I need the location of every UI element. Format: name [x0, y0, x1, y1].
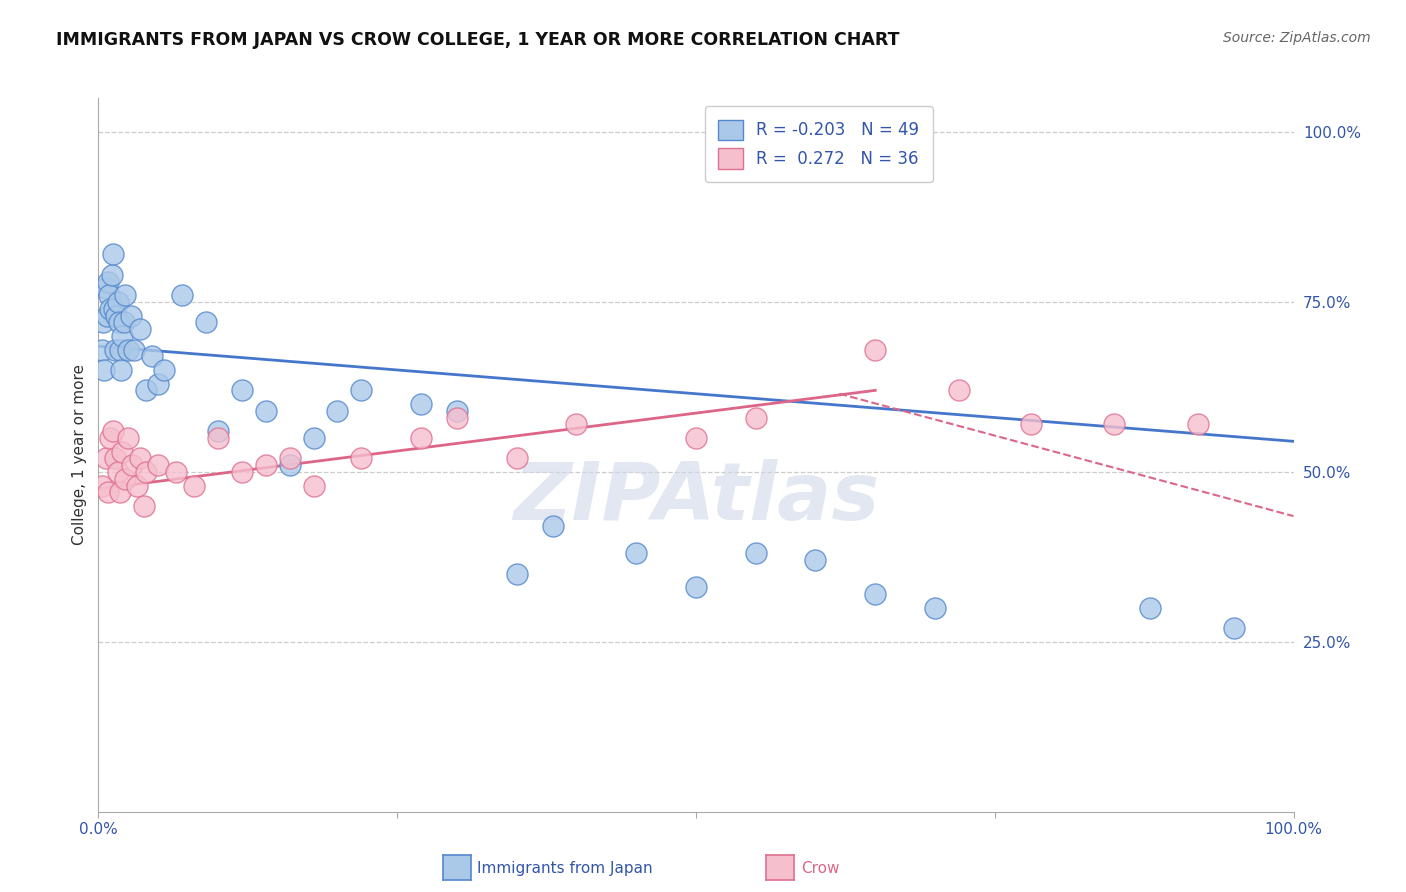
Point [135, 384, 157, 398]
Point [685, 431, 707, 445]
Text: Source: ZipAtlas.com: Source: ZipAtlas.com [1223, 31, 1371, 45]
Point [278, 458, 301, 472]
Point [685, 581, 707, 595]
Point [863, 343, 887, 357]
Point [153, 363, 176, 377]
Point [104, 343, 127, 357]
Point [98, 431, 122, 445]
Point [91, 315, 114, 329]
Point [148, 376, 170, 391]
Point [94, 451, 117, 466]
Point [110, 363, 132, 377]
Point [103, 301, 125, 316]
Point [924, 600, 946, 615]
Point [350, 451, 373, 466]
Y-axis label: College, 1 year or more: College, 1 year or more [72, 365, 87, 545]
Point [207, 431, 229, 445]
Point [350, 384, 373, 398]
Point [231, 384, 253, 398]
Point [1187, 417, 1209, 432]
Point [446, 410, 468, 425]
Point [207, 424, 229, 438]
Point [1019, 417, 1042, 432]
Point [91, 343, 114, 357]
Point [121, 458, 143, 472]
Point [124, 343, 146, 357]
Point [804, 553, 827, 567]
Point [107, 295, 129, 310]
Point [125, 478, 148, 492]
Point [117, 431, 139, 445]
Point [626, 546, 648, 560]
Point [108, 343, 131, 357]
Point [91, 478, 114, 492]
Point [96, 309, 118, 323]
Legend: R = -0.203   N = 49, R =  0.272   N = 36: R = -0.203 N = 49, R = 0.272 N = 36 [704, 106, 932, 182]
Point [326, 403, 349, 417]
Point [863, 587, 887, 601]
Point [254, 403, 277, 417]
Point [565, 417, 588, 432]
Point [100, 268, 122, 282]
Point [411, 431, 433, 445]
Point [114, 472, 136, 486]
Point [98, 288, 121, 302]
Point [112, 315, 135, 329]
Point [104, 451, 127, 466]
Point [129, 322, 152, 336]
Point [745, 410, 768, 425]
Point [93, 363, 115, 377]
Point [97, 275, 120, 289]
Point [411, 397, 433, 411]
Point [506, 451, 529, 466]
Point [506, 566, 529, 581]
Text: Crow: Crow [801, 862, 839, 876]
Point [302, 478, 325, 492]
Text: Immigrants from Japan: Immigrants from Japan [477, 862, 652, 876]
Point [231, 465, 253, 479]
Point [194, 315, 218, 329]
Point [117, 343, 139, 357]
Point [1139, 600, 1161, 615]
Point [105, 309, 128, 323]
Point [107, 465, 129, 479]
Point [541, 519, 564, 533]
Point [278, 451, 301, 466]
Point [94, 281, 117, 295]
Point [135, 465, 157, 479]
Point [97, 485, 120, 500]
Point [948, 384, 970, 398]
Point [1222, 621, 1246, 635]
Point [98, 301, 122, 316]
Point [446, 403, 468, 417]
Point [165, 465, 187, 479]
Point [132, 499, 155, 513]
Point [183, 478, 205, 492]
Point [129, 451, 152, 466]
Point [108, 485, 131, 500]
Point [101, 247, 124, 261]
Point [101, 424, 124, 438]
Text: IMMIGRANTS FROM JAPAN VS CROW COLLEGE, 1 YEAR OR MORE CORRELATION CHART: IMMIGRANTS FROM JAPAN VS CROW COLLEGE, 1… [56, 31, 900, 49]
Text: ZIPAtlas: ZIPAtlas [513, 458, 879, 537]
Point [148, 458, 170, 472]
Point [114, 288, 136, 302]
Point [302, 431, 325, 445]
Point [745, 546, 768, 560]
Point [111, 444, 134, 458]
Point [141, 350, 163, 364]
Point [254, 458, 277, 472]
Point [1102, 417, 1125, 432]
Point [120, 309, 142, 323]
Point [172, 288, 194, 302]
Point [107, 315, 129, 329]
Point [111, 329, 134, 343]
